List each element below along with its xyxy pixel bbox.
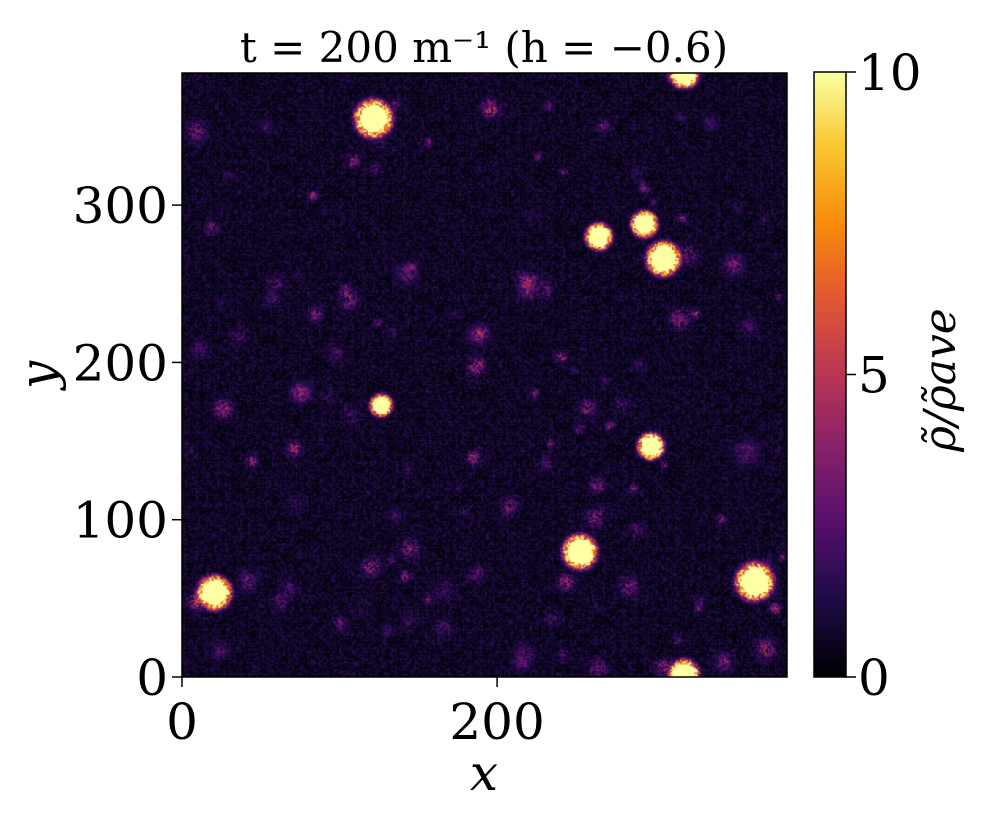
colorbar-label: ρ̃/ρ̃ave — [915, 308, 966, 453]
colorbar-gradient — [814, 72, 846, 677]
y-tick-label: 0 — [136, 649, 168, 707]
y-axis-ticks: 0 100 200 300 — [73, 177, 182, 707]
colorbar: 0 5 10 ρ̃/ρ̃ave — [813, 44, 966, 707]
colorbar-tick-label: 5 — [858, 347, 890, 405]
y-tick-label: 300 — [73, 177, 168, 235]
x-tick-label: 0 — [166, 693, 198, 751]
y-tick-label: 100 — [73, 492, 168, 550]
chart-title: t = 200 m⁻¹ (h = −0.6) — [240, 23, 728, 72]
plot-area — [181, 72, 788, 678]
colorbar-tick-label: 10 — [858, 44, 922, 102]
x-tick-label: 200 — [449, 693, 544, 751]
y-axis-label: y — [9, 360, 67, 391]
colorbar-ticks: 0 5 10 — [846, 44, 922, 707]
colorbar-tick-label: 0 — [858, 649, 890, 707]
x-axis-ticks: 0 200 — [166, 677, 545, 751]
plot-frame — [181, 72, 788, 678]
y-tick-label: 200 — [73, 334, 168, 392]
density-heatmap — [182, 73, 787, 677]
x-axis-label: x — [470, 744, 498, 802]
